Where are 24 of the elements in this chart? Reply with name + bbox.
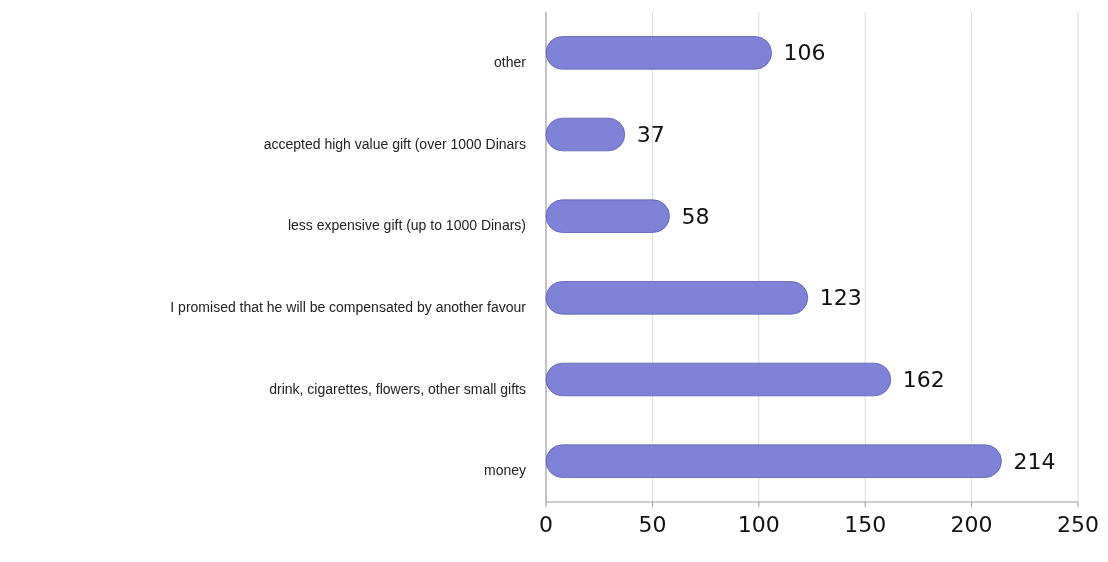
bar: [545, 281, 809, 315]
x-tick-label: 200: [950, 512, 993, 537]
x-tick-label: 100: [737, 512, 780, 537]
data-label: 162: [902, 367, 945, 392]
data-label: 123: [819, 285, 862, 311]
data-label: 58: [681, 203, 710, 229]
x-tick-label: 50: [638, 512, 667, 537]
bar: [545, 117, 626, 152]
y-tick-label: money: [483, 462, 526, 479]
data-label: 214: [1013, 448, 1056, 474]
y-tick-label: less expensive gift (up to 1000 Dinars): [287, 217, 526, 234]
bar: [545, 199, 670, 233]
y-tick-label: drink, cigarettes, flowers, other small gifts: [269, 380, 526, 397]
data-label: 37: [636, 122, 665, 147]
y-tick-label: accepted high value gift (over 1000 Dinars: [263, 135, 526, 152]
x-tick-label: 0: [539, 512, 553, 537]
bar: [545, 362, 892, 397]
bar: [545, 36, 772, 70]
y-tick-label: I promised that he will be compensated by another favour: [170, 298, 527, 315]
x-tick-label: 150: [844, 512, 887, 537]
bar: [545, 444, 1002, 478]
x-tick-label: 250: [1057, 512, 1099, 537]
y-tick-label: other: [494, 53, 527, 70]
data-label: 106: [783, 40, 826, 66]
